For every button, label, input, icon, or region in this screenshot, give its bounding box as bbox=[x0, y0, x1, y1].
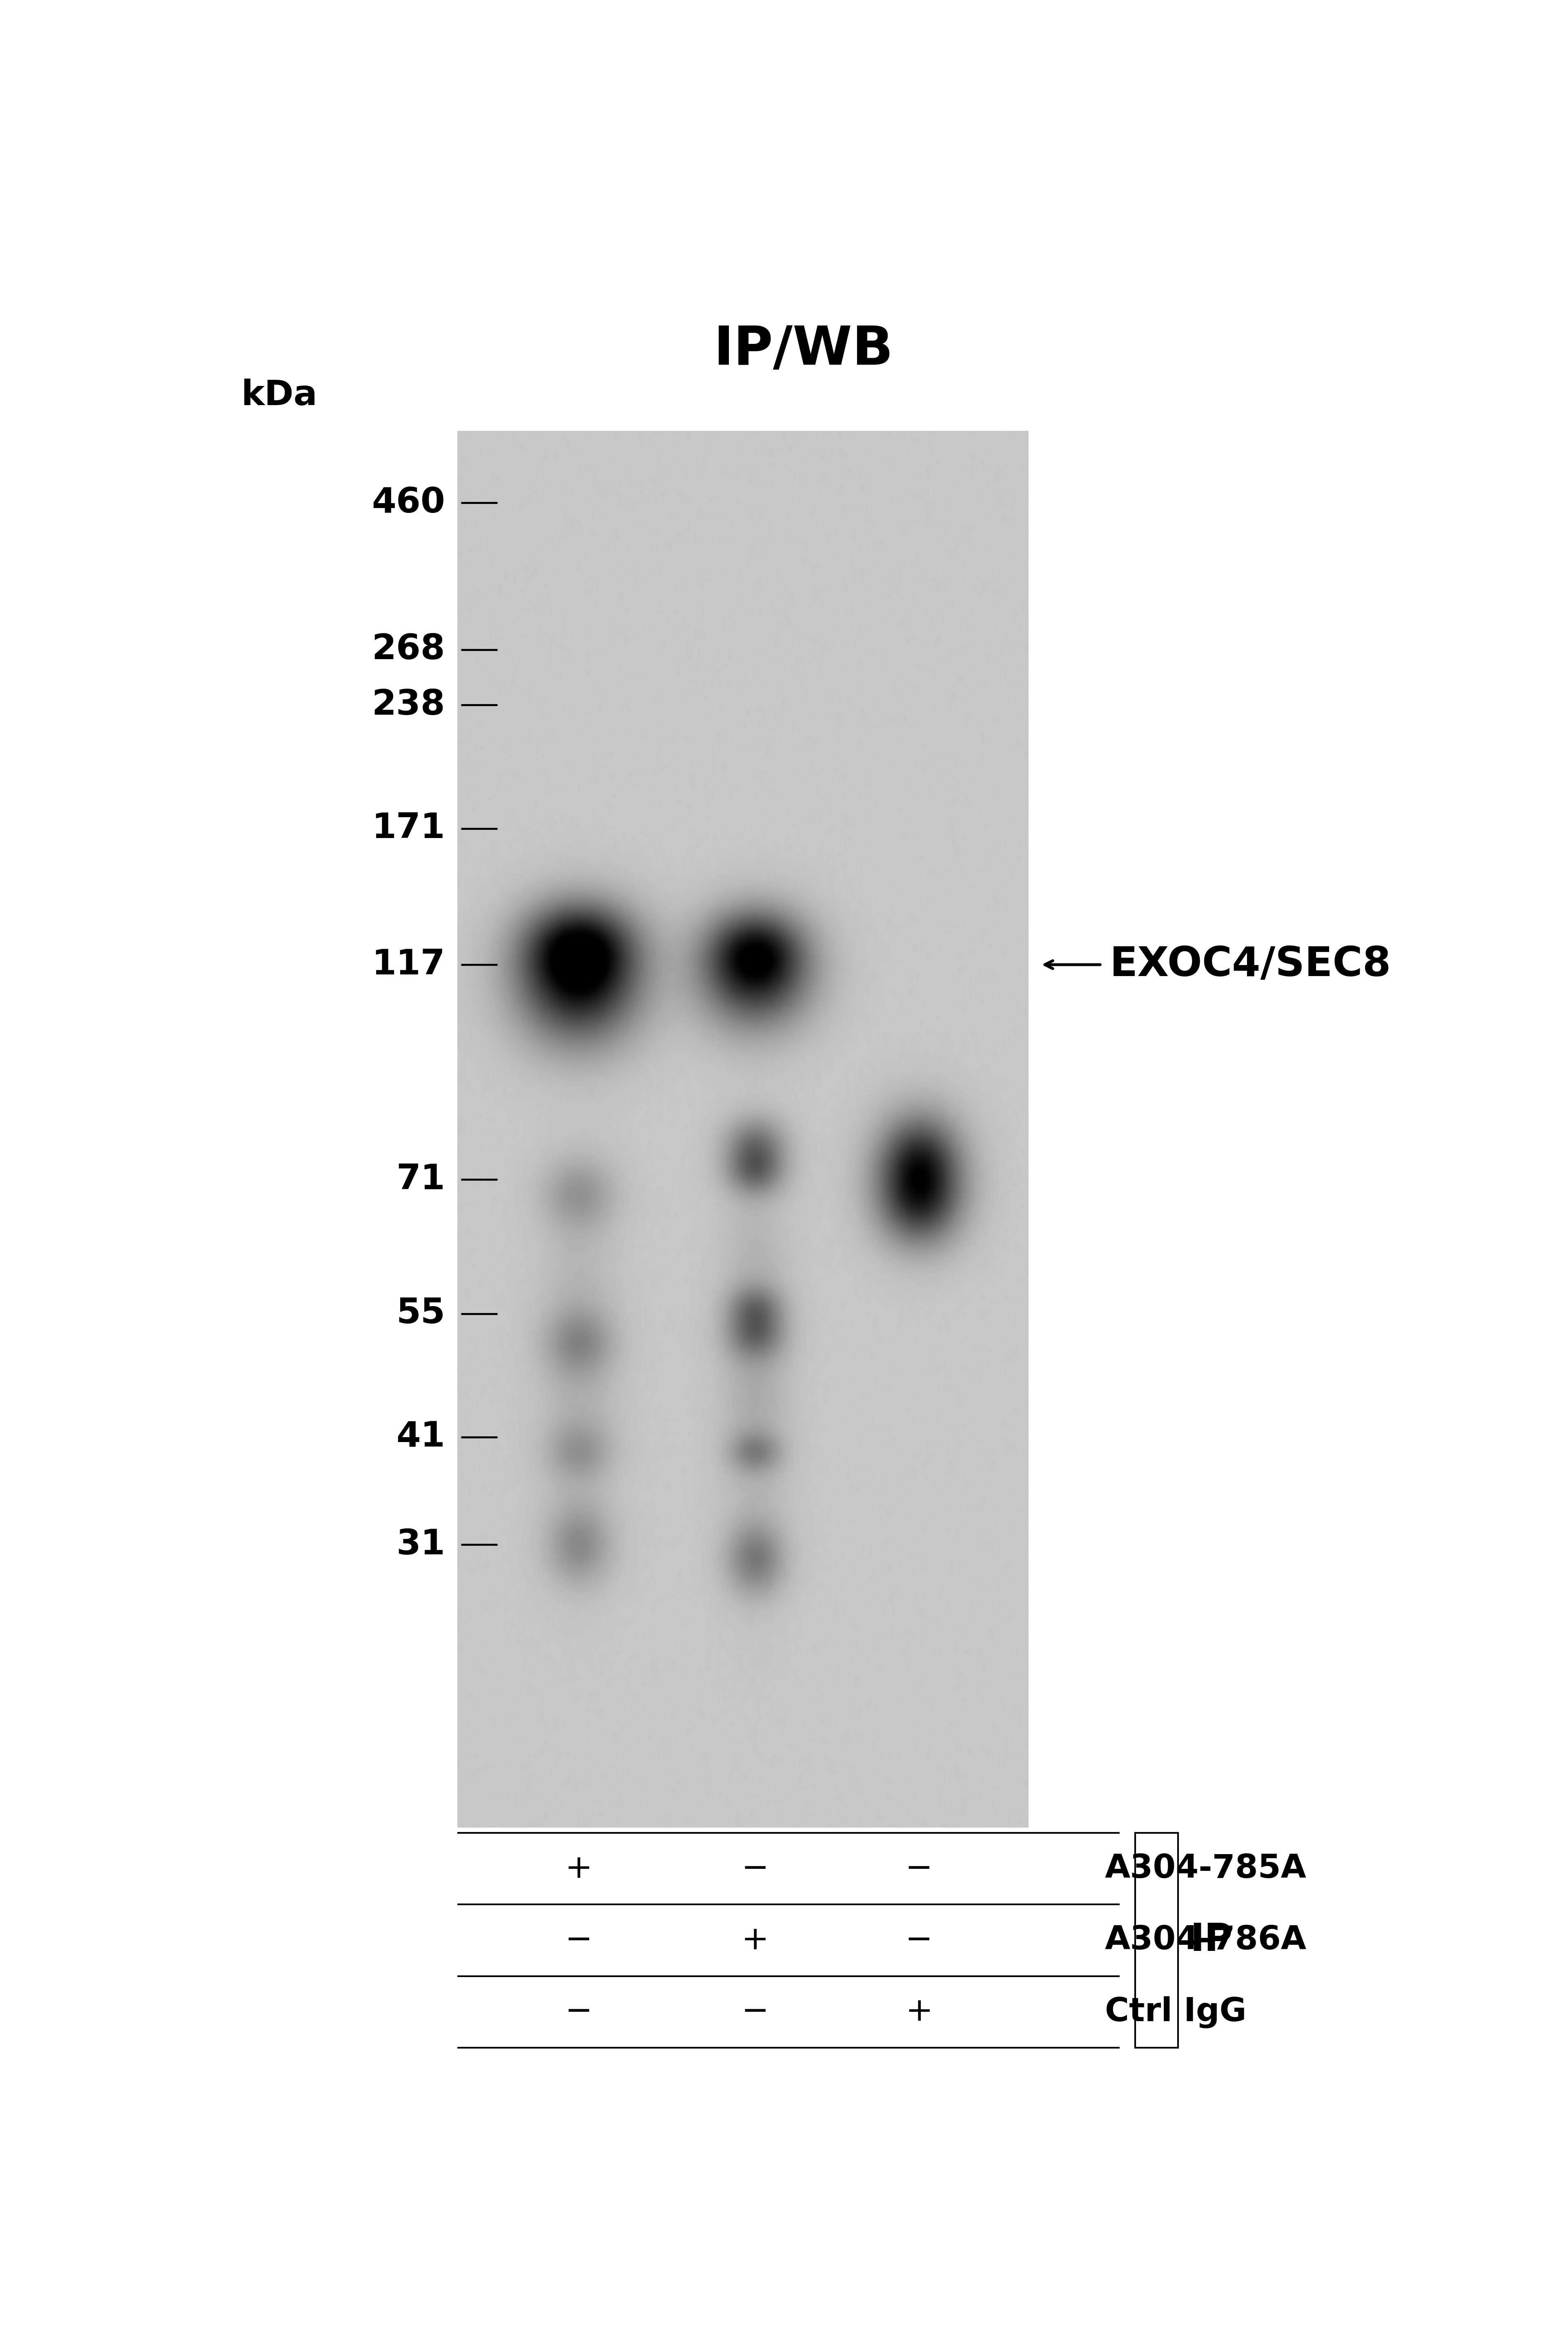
Text: IP/WB: IP/WB bbox=[713, 323, 894, 377]
Text: +: + bbox=[564, 1853, 593, 1886]
Text: kDa: kDa bbox=[241, 379, 317, 412]
Text: A304-786A: A304-786A bbox=[1105, 1925, 1306, 1955]
Text: EXOC4/SEC8: EXOC4/SEC8 bbox=[1110, 944, 1391, 983]
Text: −: − bbox=[905, 1853, 933, 1886]
Text: +: + bbox=[742, 1925, 768, 1955]
Text: 31: 31 bbox=[397, 1528, 445, 1562]
Text: 238: 238 bbox=[372, 688, 445, 723]
Text: 41: 41 bbox=[397, 1421, 445, 1453]
Text: 55: 55 bbox=[397, 1297, 445, 1330]
Text: −: − bbox=[564, 1925, 593, 1955]
Text: 460: 460 bbox=[372, 486, 445, 521]
Text: Ctrl IgG: Ctrl IgG bbox=[1105, 1995, 1247, 2027]
Text: 171: 171 bbox=[372, 811, 445, 846]
Text: −: − bbox=[742, 1853, 768, 1886]
Text: IP: IP bbox=[1190, 1920, 1232, 1960]
Text: −: − bbox=[905, 1925, 933, 1955]
Text: −: − bbox=[564, 1997, 593, 2027]
Text: A304-785A: A304-785A bbox=[1105, 1853, 1306, 1886]
Text: −: − bbox=[742, 1997, 768, 2027]
Text: 71: 71 bbox=[397, 1162, 445, 1197]
Text: +: + bbox=[905, 1997, 933, 2027]
Text: 268: 268 bbox=[372, 632, 445, 667]
Text: 117: 117 bbox=[372, 949, 445, 981]
